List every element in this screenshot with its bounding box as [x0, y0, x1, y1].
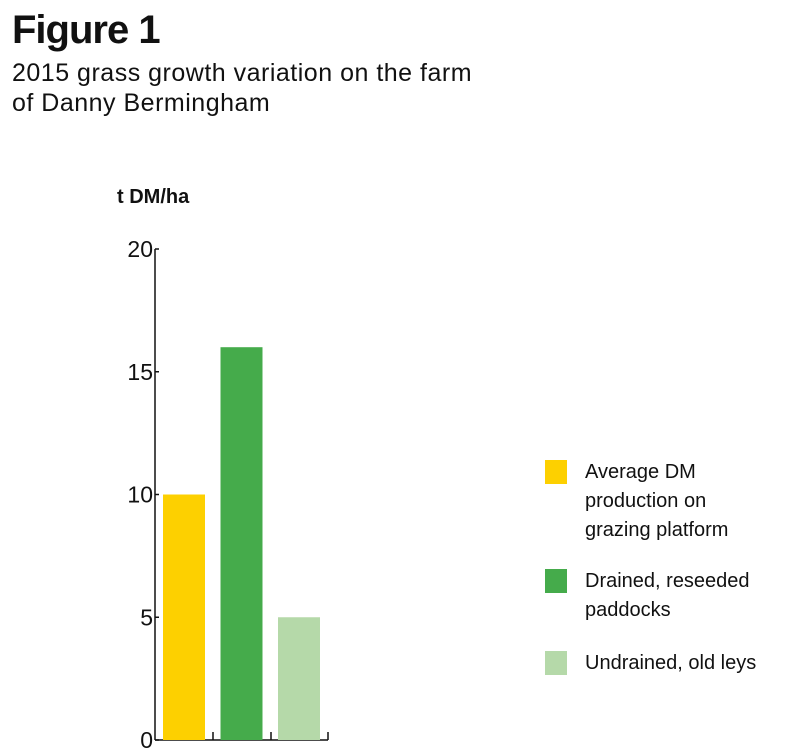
figure-title: 2015 grass growth variation on the farm … — [12, 59, 473, 117]
figure-label: Figure 1 — [12, 8, 161, 52]
legend: Average DM production on grazing platfor… — [545, 458, 775, 678]
y-tick-label: 15 — [127, 359, 153, 385]
y-tick-label: 0 — [140, 727, 153, 753]
legend-label: Undrained, old leys — [585, 652, 757, 674]
legend-swatch — [545, 569, 567, 593]
legend-item-average: Average DM production on grazing platfor… — [545, 458, 775, 545]
y-tick-label: 10 — [127, 482, 153, 508]
legend-swatch — [545, 460, 567, 484]
legend-label: Drained, reseeded paddocks — [585, 570, 750, 621]
legend-item-undrained: Undrained, old leys — [545, 649, 775, 678]
bar-1 — [163, 494, 205, 740]
bar-2 — [220, 347, 263, 740]
bar-3 — [278, 617, 320, 740]
legend-label: Average DM production on grazing platfor… — [585, 461, 729, 541]
y-axis-label: t DM/ha — [117, 186, 190, 208]
legend-item-drained: Drained, reseeded paddocks — [545, 567, 775, 625]
legend-swatch — [545, 651, 567, 675]
y-tick-label: 5 — [140, 604, 153, 630]
y-tick-label: 20 — [127, 236, 153, 262]
